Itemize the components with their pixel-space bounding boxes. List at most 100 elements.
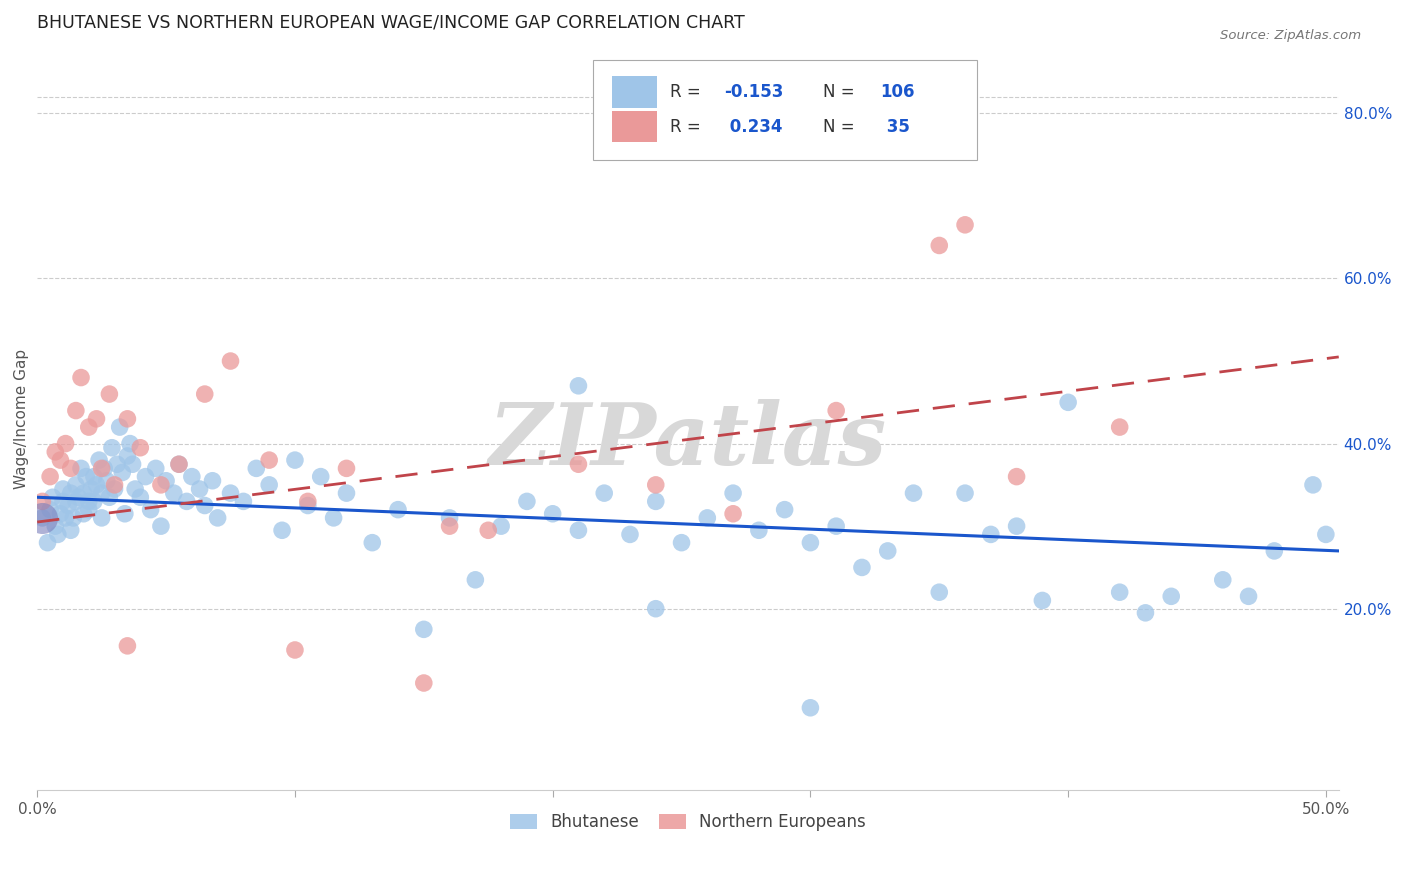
Point — [83, 469, 105, 483]
Point — [86, 412, 108, 426]
Point — [799, 535, 821, 549]
Point — [1135, 606, 1157, 620]
Text: N =: N = — [824, 83, 860, 101]
Point — [928, 585, 950, 599]
Point — [541, 507, 564, 521]
Point — [980, 527, 1002, 541]
Point — [773, 502, 796, 516]
Point — [145, 461, 167, 475]
Point — [1005, 469, 1028, 483]
Point — [1263, 544, 1285, 558]
Point — [55, 511, 77, 525]
Point — [37, 535, 59, 549]
Point — [219, 354, 242, 368]
Point — [194, 499, 217, 513]
Point — [232, 494, 254, 508]
Point — [149, 478, 172, 492]
Y-axis label: Wage/Income Gap: Wage/Income Gap — [14, 349, 30, 489]
Point — [98, 387, 121, 401]
Point — [619, 527, 641, 541]
Text: 0.234: 0.234 — [724, 118, 783, 136]
Point — [748, 523, 770, 537]
Point — [134, 469, 156, 483]
Point — [188, 482, 211, 496]
Text: BHUTANESE VS NORTHERN EUROPEAN WAGE/INCOME GAP CORRELATION CHART: BHUTANESE VS NORTHERN EUROPEAN WAGE/INCO… — [37, 14, 745, 32]
Point — [67, 490, 90, 504]
Point — [117, 449, 139, 463]
Point — [271, 523, 294, 537]
Point — [52, 494, 75, 508]
Point — [80, 482, 103, 496]
Point — [953, 218, 976, 232]
Point — [56, 499, 79, 513]
Point — [62, 511, 84, 525]
Point — [124, 482, 146, 496]
Point — [439, 511, 461, 525]
Point — [176, 494, 198, 508]
Point — [297, 499, 319, 513]
Point — [103, 482, 125, 496]
Point — [39, 502, 62, 516]
Point — [155, 474, 177, 488]
Point — [86, 478, 108, 492]
Point — [876, 544, 898, 558]
Point — [799, 700, 821, 714]
Point — [55, 436, 77, 450]
Point — [65, 403, 87, 417]
Point — [31, 511, 53, 525]
Point — [75, 469, 97, 483]
Point — [87, 453, 110, 467]
Point — [201, 474, 224, 488]
Point — [72, 507, 94, 521]
FancyBboxPatch shape — [613, 112, 657, 143]
Point — [335, 486, 357, 500]
Point — [194, 387, 217, 401]
Point — [1212, 573, 1234, 587]
Point — [118, 436, 141, 450]
Point — [129, 490, 152, 504]
Point — [108, 420, 131, 434]
Point — [49, 453, 72, 467]
Point — [567, 457, 589, 471]
Point — [117, 412, 139, 426]
Point — [851, 560, 873, 574]
Point — [93, 461, 115, 475]
Legend: Bhutanese, Northern Europeans: Bhutanese, Northern Europeans — [503, 806, 872, 838]
Point — [149, 519, 172, 533]
FancyBboxPatch shape — [613, 77, 657, 108]
Point — [516, 494, 538, 508]
Point — [114, 507, 136, 521]
Point — [335, 461, 357, 475]
Point — [387, 502, 409, 516]
Point — [1108, 420, 1130, 434]
Text: N =: N = — [824, 118, 860, 136]
Text: 35: 35 — [880, 118, 910, 136]
Point — [180, 469, 202, 483]
Point — [90, 511, 112, 525]
Point — [928, 238, 950, 252]
Point — [41, 490, 63, 504]
Point — [101, 441, 124, 455]
Point — [52, 482, 75, 496]
Point — [96, 474, 118, 488]
Point — [1031, 593, 1053, 607]
Point — [44, 519, 66, 533]
Point — [121, 457, 143, 471]
Point — [309, 469, 332, 483]
Point — [90, 486, 112, 500]
Point — [644, 478, 666, 492]
Point — [65, 494, 87, 508]
Text: 106: 106 — [880, 83, 915, 101]
Point — [59, 523, 82, 537]
Point — [825, 403, 848, 417]
Point — [105, 457, 128, 471]
Point — [207, 511, 229, 525]
Point — [1315, 527, 1337, 541]
Point — [31, 494, 53, 508]
Point — [903, 486, 925, 500]
Point — [257, 453, 280, 467]
Point — [1057, 395, 1080, 409]
Point — [77, 494, 100, 508]
Point — [489, 519, 512, 533]
Point — [90, 461, 112, 475]
